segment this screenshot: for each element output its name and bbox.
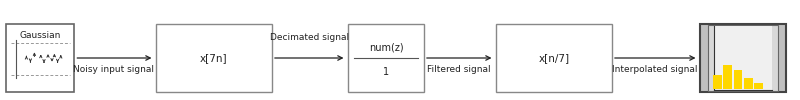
Bar xyxy=(714,26,772,90)
Bar xyxy=(708,25,778,91)
Text: Interpolated signal: Interpolated signal xyxy=(613,66,698,74)
Bar xyxy=(6,24,74,92)
Bar xyxy=(156,24,272,92)
Text: 1: 1 xyxy=(383,67,389,77)
Bar xyxy=(348,24,424,92)
Text: Gaussian: Gaussian xyxy=(20,31,61,40)
Bar xyxy=(496,24,612,92)
Text: x[n/7]: x[n/7] xyxy=(538,53,570,63)
Bar xyxy=(700,24,786,92)
Text: Noisy input signal: Noisy input signal xyxy=(73,66,154,74)
Text: Decimated signal: Decimated signal xyxy=(270,34,349,42)
Bar xyxy=(744,78,753,89)
Text: x[7n]: x[7n] xyxy=(200,53,228,63)
Text: num(z): num(z) xyxy=(369,43,403,53)
Bar xyxy=(713,76,722,89)
Text: Filtered signal: Filtered signal xyxy=(427,66,491,74)
Bar xyxy=(734,70,742,89)
Bar xyxy=(754,83,763,89)
Bar xyxy=(723,66,732,89)
